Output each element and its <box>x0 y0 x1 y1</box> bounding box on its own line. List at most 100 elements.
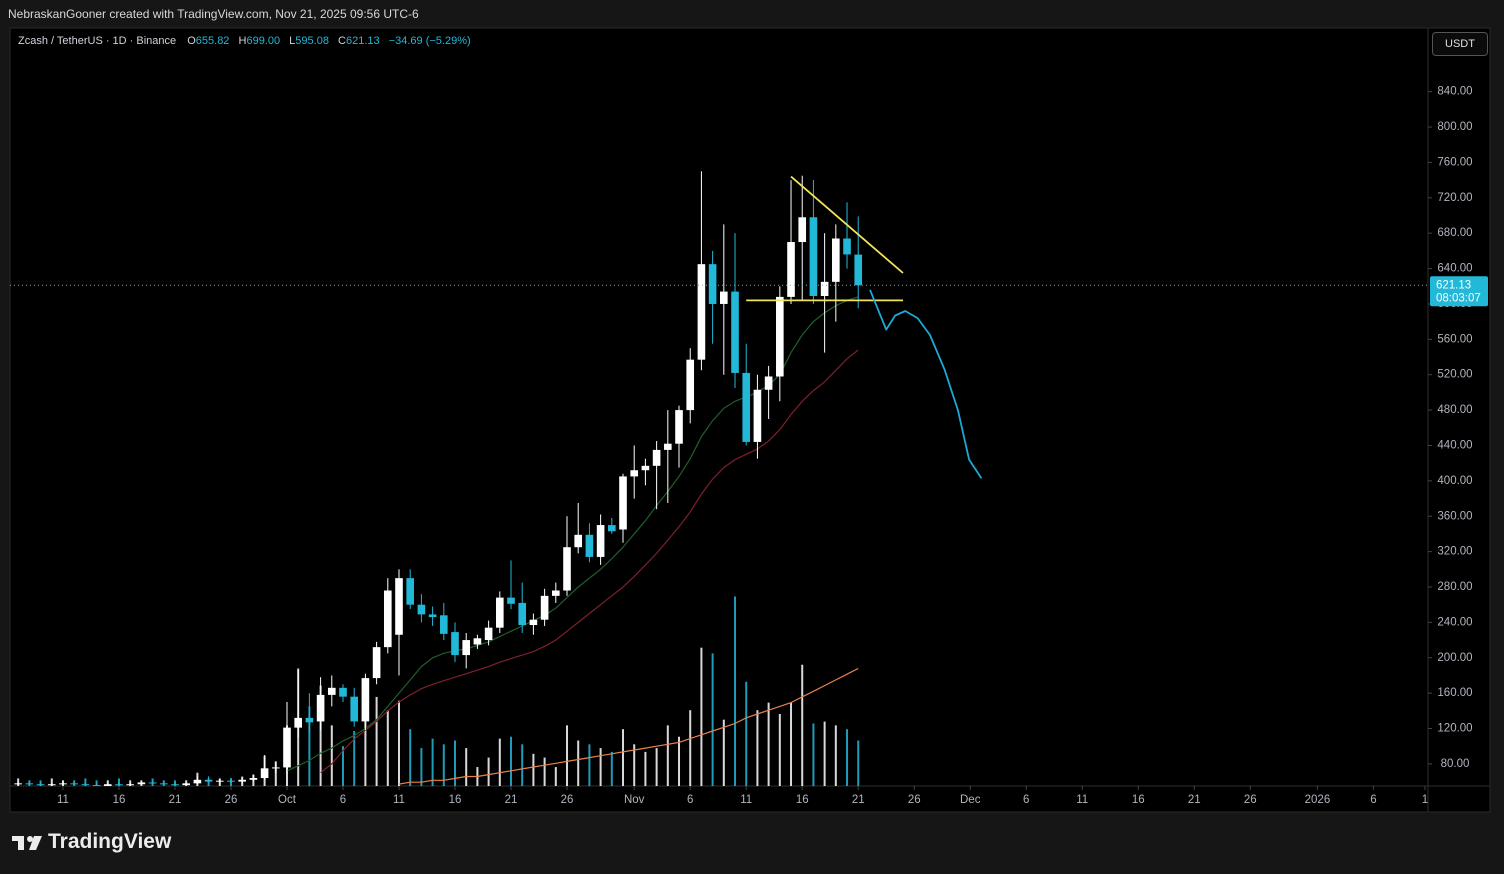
candle-body <box>47 784 56 786</box>
candle-body <box>809 217 818 296</box>
y-tick-label: 360.00 <box>1437 510 1472 522</box>
candle-body <box>439 615 448 634</box>
x-tick-label: Oct <box>278 794 297 806</box>
candle-body <box>171 784 179 786</box>
candle-body <box>742 372 751 442</box>
moving-average <box>286 296 859 772</box>
x-tick-label: 21 <box>169 794 182 806</box>
candle-body <box>462 640 471 656</box>
candle-body <box>540 595 549 620</box>
y-tick-label: 520.00 <box>1437 369 1472 381</box>
volume-bar <box>498 738 501 786</box>
candle-body <box>518 602 527 626</box>
axes: 80.00 120.00 160.00 200.00 240.00 280.00 320.0… <box>57 86 1488 806</box>
candle-body <box>36 784 45 786</box>
volume-bar <box>420 748 423 786</box>
y-tick-label: 560.00 <box>1437 333 1472 345</box>
currency-button[interactable]: USDT <box>1432 32 1488 56</box>
candle-body <box>697 264 706 360</box>
moving-average <box>398 667 859 785</box>
y-tick-label: 120.00 <box>1437 723 1472 735</box>
brand-logo: TradingView <box>48 830 172 853</box>
candle-body <box>137 782 146 785</box>
volume-bar <box>790 702 793 786</box>
volume-bar <box>431 738 434 786</box>
countdown-label: 08:03:07 <box>1436 292 1481 304</box>
candle-body <box>339 687 347 697</box>
volume-bar <box>599 748 602 786</box>
x-tick-label: 6 <box>340 794 346 806</box>
candle-body <box>70 783 78 785</box>
ohlc-value: 595.08 <box>295 35 329 47</box>
x-tick-label: 16 <box>449 794 462 806</box>
candle-body <box>731 291 739 373</box>
candle-body <box>507 597 515 604</box>
ohlc-value: 621.13 <box>345 35 380 47</box>
y-tick-label: 760.00 <box>1437 156 1472 168</box>
symbol-legend: Zcash / TetherUS · 1D · Binance O655.82 … <box>18 35 477 47</box>
volume-bar <box>588 744 591 786</box>
candle-body <box>776 296 784 377</box>
volume-bar <box>50 778 53 786</box>
volume-bar <box>532 753 535 786</box>
volume-bar <box>521 744 524 786</box>
drawing-line <box>790 175 904 274</box>
candle-body <box>720 291 728 304</box>
volume-bar <box>454 740 457 786</box>
volume-bar <box>330 725 333 786</box>
candle-body <box>238 779 246 782</box>
candle-body <box>148 782 157 784</box>
candle-body <box>854 254 863 286</box>
candle-body <box>25 783 34 785</box>
volume-bar <box>375 696 378 786</box>
y-tick-label: 80.00 <box>1441 758 1470 770</box>
y-tick-label: 200.00 <box>1437 652 1472 664</box>
candle-body <box>820 281 829 296</box>
x-tick-label: 1 <box>1422 794 1428 806</box>
volume-bar <box>577 740 580 786</box>
x-tick-label: 2026 <box>1305 794 1331 806</box>
volume-bar <box>834 725 837 786</box>
volume-bar <box>801 664 804 786</box>
volume-bar <box>756 710 759 786</box>
candle-body <box>641 465 650 471</box>
candle-body <box>283 727 291 768</box>
x-tick-label: 16 <box>1132 794 1145 806</box>
volume-bar <box>106 780 109 786</box>
volume-bar <box>633 744 636 786</box>
y-tick-label: 440.00 <box>1437 440 1472 452</box>
volume-bar <box>364 721 367 786</box>
volume-bar <box>622 729 625 786</box>
volume-bar <box>487 757 490 786</box>
candle-body <box>686 359 695 411</box>
x-tick-label: 26 <box>908 794 921 806</box>
volume-bar <box>308 706 311 786</box>
y-tick-label: 240.00 <box>1437 616 1472 628</box>
y-tick-label: 160.00 <box>1437 687 1472 699</box>
candle-body <box>350 696 359 722</box>
volume-bar <box>353 731 356 786</box>
y-tick-label: 640.00 <box>1437 263 1472 275</box>
volume-bar <box>341 746 344 786</box>
x-tick-label: Dec <box>960 794 981 806</box>
symbol: Zcash / TetherUS · 1D · Binance <box>18 35 177 47</box>
volume-bar <box>767 702 770 786</box>
x-tick-label: 21 <box>1188 794 1201 806</box>
candle-body <box>383 590 392 648</box>
candle-body <box>395 578 403 635</box>
last-price-box <box>1430 276 1488 307</box>
candle-body <box>193 779 202 784</box>
candle-body <box>249 778 258 780</box>
candle-body <box>271 767 280 769</box>
x-tick-label: 21 <box>505 794 518 806</box>
volume-bar <box>745 681 748 786</box>
plot-area <box>10 171 1428 786</box>
candle-body <box>227 780 235 782</box>
y-tick-label: 480.00 <box>1437 404 1472 416</box>
change: −34.69 (−5.29%) <box>388 35 471 47</box>
candle-body <box>327 687 336 695</box>
volume-bar <box>689 710 692 786</box>
candle-body <box>372 647 381 679</box>
candle-body <box>417 604 426 615</box>
volume-bar <box>610 751 613 786</box>
